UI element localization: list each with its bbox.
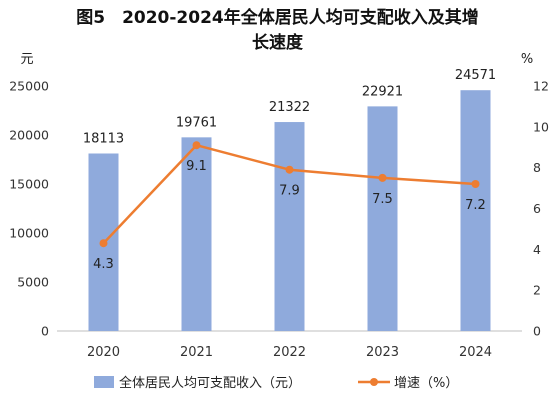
growth-value-label: 4.3 xyxy=(93,257,114,272)
x-tick-label: 2023 xyxy=(366,345,399,360)
growth-value-label: 9.1 xyxy=(186,159,207,174)
right-tick-label: 10 xyxy=(533,119,549,134)
bar xyxy=(274,122,305,331)
x-tick-label: 2022 xyxy=(273,345,306,360)
bar-value-label: 19761 xyxy=(176,115,217,130)
x-tick-label: 2024 xyxy=(459,345,492,360)
growth-point xyxy=(471,180,480,188)
legend-line-marker xyxy=(370,378,378,386)
chart-title-line1: 图5 2020-2024年全体居民人均可支配收入及其增 xyxy=(76,8,479,28)
growth-point xyxy=(285,165,294,174)
left-tick-label: 20000 xyxy=(9,128,49,143)
left-axis-label: 元 xyxy=(20,52,33,67)
left-tick-label: 10000 xyxy=(9,226,49,241)
right-tick-label: 12 xyxy=(533,79,549,94)
bar-value-label: 22921 xyxy=(362,84,403,99)
left-tick-label: 5000 xyxy=(17,275,49,290)
x-tick-label: 2021 xyxy=(180,345,213,360)
right-tick-label: 6 xyxy=(533,201,541,216)
bar-value-label: 18113 xyxy=(83,131,124,146)
growth-value-label: 7.5 xyxy=(372,192,393,207)
left-tick-label: 25000 xyxy=(9,79,49,94)
right-tick-label: 0 xyxy=(533,324,541,339)
growth-point xyxy=(99,239,108,248)
right-tick-label: 2 xyxy=(533,283,541,298)
growth-value-label: 7.2 xyxy=(465,198,486,213)
bar-value-label: 24571 xyxy=(455,68,496,83)
right-tick-label: 4 xyxy=(533,242,541,257)
left-tick-label: 0 xyxy=(41,324,49,339)
growth-point xyxy=(378,173,387,182)
bar-value-label: 21322 xyxy=(269,100,310,115)
right-axis-label: % xyxy=(521,52,533,67)
growth-value-label: 7.9 xyxy=(279,184,300,199)
chart-title: 图5 2020-2024年全体居民人均可支配收入及其增 长速度 xyxy=(0,6,555,56)
growth-point xyxy=(192,141,201,150)
chart-title-line2: 长速度 xyxy=(252,33,303,53)
legend-bar-swatch xyxy=(94,376,114,388)
bar xyxy=(367,106,398,331)
legend-bar-label: 全体居民人均可支配收入（元） xyxy=(119,375,301,391)
left-tick-label: 15000 xyxy=(9,177,49,192)
legend-line-label: 增速（%） xyxy=(394,376,458,391)
x-tick-label: 2020 xyxy=(87,345,120,360)
right-tick-label: 8 xyxy=(533,160,541,175)
bar xyxy=(181,137,212,331)
bar xyxy=(460,90,491,332)
